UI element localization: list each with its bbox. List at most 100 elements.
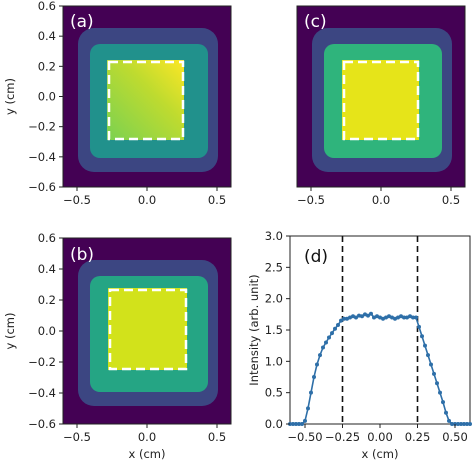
data-point	[438, 390, 442, 395]
data-point	[450, 422, 454, 426]
data-point	[381, 316, 385, 321]
x-axis-label: x (cm)	[362, 447, 399, 461]
x-tick-label: 0.5	[208, 430, 226, 444]
y-tick-label: 0.6	[38, 231, 56, 245]
data-point	[318, 353, 322, 358]
data-point	[456, 422, 460, 426]
y-tick-label: 0.4	[38, 262, 56, 276]
y-tick-label: 2.5	[265, 260, 283, 274]
data-point	[309, 390, 313, 395]
x-tick-label: 0.0	[138, 193, 156, 207]
data-point	[387, 314, 391, 319]
data-point	[351, 314, 355, 319]
x-tick-label: −0.50	[287, 430, 322, 444]
y-axis-label: y (cm)	[3, 78, 17, 115]
y-tick-label: 1.0	[265, 354, 283, 368]
data-point	[333, 326, 337, 331]
data-point	[423, 343, 427, 348]
data-point	[435, 381, 439, 386]
y-tick-label: 0.2	[38, 59, 56, 73]
heatmap-spot	[107, 60, 184, 140]
x-tick-label: 0.0	[138, 430, 156, 444]
data-point	[336, 322, 340, 327]
data-point	[465, 422, 469, 426]
data-point	[303, 418, 307, 423]
dashed-box	[107, 60, 185, 141]
data-point	[396, 315, 400, 320]
x-tick-label: 0.00	[367, 430, 393, 444]
data-point	[399, 314, 403, 319]
data-point	[327, 335, 331, 340]
data-point	[348, 315, 352, 320]
y-tick-label: 1.5	[265, 323, 283, 337]
data-point	[402, 315, 406, 320]
data-point	[429, 362, 433, 367]
x-tick-label: 0.0	[372, 193, 390, 207]
data-point	[363, 312, 367, 317]
data-point	[366, 313, 370, 318]
data-point	[468, 422, 472, 426]
data-point	[306, 406, 310, 411]
dashed-box	[108, 288, 188, 371]
y-tick-label: 0.6	[38, 0, 56, 13]
data-point	[459, 422, 463, 426]
data-point	[390, 315, 394, 320]
panel-label-d: (d)	[304, 247, 328, 267]
data-point	[462, 422, 466, 426]
y-tick-label: 0.2	[38, 293, 56, 307]
data-point	[300, 422, 304, 426]
data-point	[417, 324, 421, 329]
data-point	[330, 331, 334, 336]
data-point	[312, 375, 316, 379]
data-point	[375, 314, 379, 319]
dashed-box	[342, 60, 420, 141]
axes-group: −0.5 0.0 0.5 0.6 0.4 0.2 0.0 −0.2 −0.4 −0.6 y (cm)…	[3, 0, 468, 461]
panel-a: (a)	[63, 6, 231, 187]
panel-label-c: (c)	[304, 12, 327, 32]
x-tick-label: 0.25	[405, 430, 431, 444]
data-point	[426, 353, 430, 358]
data-point	[408, 314, 412, 319]
data-point	[378, 315, 382, 320]
data-point	[360, 314, 364, 319]
data-point	[294, 422, 298, 426]
data-point	[315, 362, 319, 367]
y-tick-label: −0.4	[28, 150, 56, 164]
y-tick-label: 0.0	[38, 324, 56, 338]
y-tick-label: −0.6	[28, 417, 56, 431]
y-tick-label: 0.5	[265, 386, 283, 400]
data-point	[345, 316, 349, 321]
x-tick-label: 0.5	[208, 193, 226, 207]
data-point	[405, 315, 409, 320]
data-point	[372, 315, 376, 320]
data-point	[342, 316, 346, 321]
data-point	[384, 315, 388, 320]
y-tick-label: −0.4	[28, 386, 56, 400]
data-point	[297, 422, 301, 426]
y-tick-label: −0.2	[28, 120, 56, 134]
x-tick-label: −0.5	[297, 193, 325, 207]
data-point	[291, 422, 295, 426]
x-tick-label: −0.5	[63, 430, 91, 444]
data-point	[414, 315, 418, 320]
data-point	[324, 340, 328, 345]
data-point	[393, 316, 397, 321]
data-point	[339, 318, 343, 323]
y-tick-label: −0.6	[28, 180, 56, 194]
data-point	[321, 345, 325, 350]
y-tick-label: 0.0	[38, 90, 56, 104]
x-tick-label: 0.5	[442, 193, 460, 207]
x-tick-label: 0.50	[442, 430, 468, 444]
y-tick-label: 0.4	[38, 29, 56, 43]
data-point	[354, 315, 358, 320]
data-point	[420, 334, 424, 339]
data-point	[369, 311, 373, 316]
data-point	[432, 371, 436, 376]
data-point	[447, 418, 451, 423]
panel-c: (c)	[297, 6, 465, 187]
line-plot	[288, 236, 472, 426]
heatmap-spot	[108, 288, 187, 370]
y-axis-label: Intensity (arb. unit)	[247, 274, 261, 385]
y-tick-label: 2.0	[265, 292, 283, 306]
